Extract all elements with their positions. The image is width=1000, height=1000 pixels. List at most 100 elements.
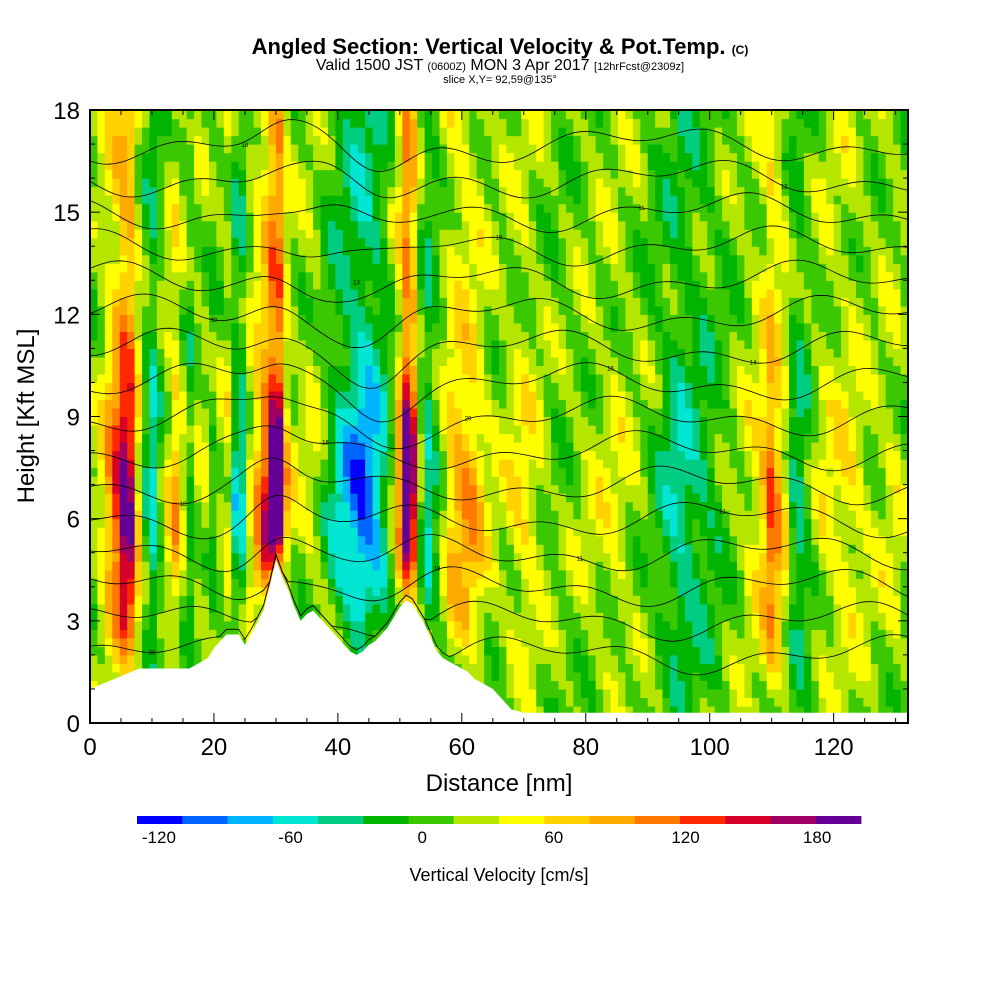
velocity-cell xyxy=(275,305,284,315)
velocity-cell xyxy=(536,603,545,613)
velocity-cell xyxy=(261,450,270,460)
velocity-cell xyxy=(365,314,374,324)
velocity-cell xyxy=(253,484,262,494)
velocity-cell xyxy=(432,152,441,162)
velocity-cell xyxy=(90,322,99,332)
velocity-cell xyxy=(246,314,255,324)
velocity-cell xyxy=(350,620,359,630)
velocity-cell xyxy=(499,654,508,664)
velocity-cell xyxy=(543,476,552,486)
velocity-cell xyxy=(119,629,128,639)
velocity-cell xyxy=(380,263,389,273)
velocity-cell xyxy=(394,186,403,196)
velocity-cell xyxy=(216,510,225,520)
velocity-cell xyxy=(513,195,522,205)
velocity-cell xyxy=(327,433,336,443)
velocity-cell xyxy=(528,203,537,213)
velocity-cell xyxy=(179,450,188,460)
velocity-cell xyxy=(491,476,500,486)
velocity-cell xyxy=(246,476,255,486)
velocity-cell xyxy=(342,552,351,562)
velocity-cell xyxy=(491,314,500,324)
velocity-cell xyxy=(208,305,218,315)
velocity-cell xyxy=(499,663,508,673)
velocity-cell xyxy=(216,442,225,452)
velocity-cell xyxy=(484,544,493,554)
velocity-cell xyxy=(238,237,247,247)
velocity-cell xyxy=(112,450,121,460)
velocity-cell xyxy=(327,510,336,520)
velocity-cell xyxy=(372,612,381,622)
velocity-cell xyxy=(179,382,188,392)
velocity-cell xyxy=(164,416,173,426)
velocity-cell xyxy=(223,271,232,281)
velocity-cell xyxy=(521,382,530,392)
velocity-cell xyxy=(350,450,359,460)
velocity-cell xyxy=(513,569,522,579)
velocity-cell xyxy=(409,118,418,128)
velocity-cell xyxy=(149,450,158,460)
velocity-cell xyxy=(290,229,299,239)
velocity-cell xyxy=(201,254,210,264)
velocity-cell xyxy=(275,373,284,384)
velocity-cell xyxy=(461,127,470,137)
velocity-cell xyxy=(409,382,418,392)
velocity-cell xyxy=(261,356,270,367)
velocity-cell xyxy=(499,518,508,528)
velocity-cell xyxy=(588,603,597,613)
velocity-cell xyxy=(208,365,218,375)
velocity-cell xyxy=(90,493,99,503)
velocity-cell xyxy=(342,305,351,315)
velocity-cell xyxy=(104,416,113,426)
velocity-cell xyxy=(454,331,463,341)
velocity-cell xyxy=(268,365,277,375)
velocity-cell xyxy=(320,484,329,494)
velocity-cell xyxy=(283,135,292,145)
velocity-cell xyxy=(476,501,485,511)
velocity-cell xyxy=(104,569,113,579)
velocity-cell xyxy=(275,314,284,324)
velocity-cell xyxy=(543,578,552,588)
velocity-cell xyxy=(246,195,255,205)
velocity-cell xyxy=(446,246,455,256)
velocity-cell xyxy=(446,195,455,205)
velocity-cell xyxy=(476,390,485,401)
velocity-cell xyxy=(558,620,567,630)
velocity-cell xyxy=(528,688,537,699)
velocity-cell xyxy=(365,229,374,239)
velocity-cell xyxy=(223,603,232,613)
velocity-cell xyxy=(320,246,329,256)
velocity-cell xyxy=(595,288,604,298)
velocity-cell xyxy=(327,127,336,137)
velocity-cell xyxy=(372,118,381,128)
velocity-cell xyxy=(439,322,448,332)
velocity-cell xyxy=(201,637,210,647)
velocity-cell xyxy=(565,271,574,281)
velocity-cell xyxy=(484,450,493,460)
velocity-cell xyxy=(290,127,299,137)
velocity-cell xyxy=(313,186,322,196)
velocity-cell xyxy=(551,348,560,358)
velocity-cell xyxy=(461,331,470,341)
velocity-cell xyxy=(275,135,284,145)
velocity-cell xyxy=(298,288,307,298)
velocity-cell xyxy=(387,356,396,367)
velocity-cell xyxy=(521,535,530,545)
velocity-cell xyxy=(513,178,522,188)
velocity-cell xyxy=(506,416,515,426)
velocity-cell xyxy=(580,271,589,281)
velocity-cell xyxy=(253,518,262,528)
velocity-cell xyxy=(335,382,344,392)
velocity-cell xyxy=(387,407,396,418)
velocity-cell xyxy=(528,680,537,690)
velocity-cell xyxy=(536,110,545,120)
velocity-cell xyxy=(417,365,426,375)
velocity-cell xyxy=(335,416,344,426)
velocity-cell xyxy=(595,586,604,596)
velocity-cell xyxy=(491,569,500,579)
velocity-cell xyxy=(179,135,188,145)
velocity-cell xyxy=(439,399,448,409)
velocity-cell xyxy=(506,186,515,196)
velocity-cell xyxy=(246,254,255,264)
velocity-cell xyxy=(551,127,560,137)
